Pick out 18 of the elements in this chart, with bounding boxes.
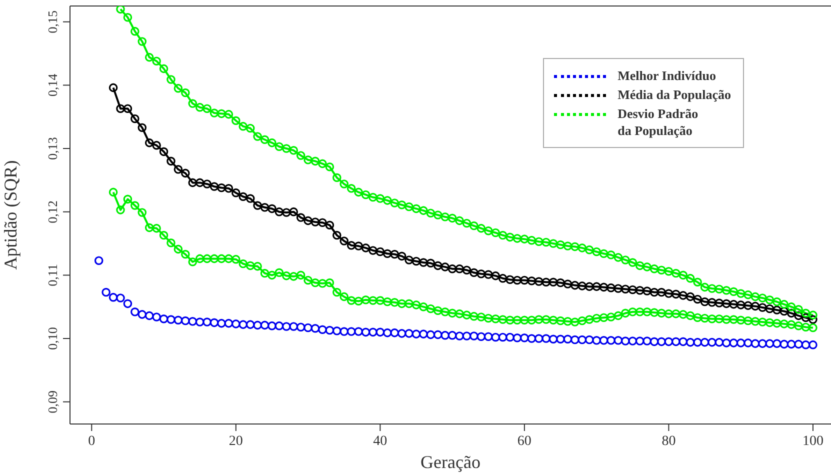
- x-tick-label: 20: [228, 434, 243, 449]
- y-axis-title: Aptidão (SQR): [0, 160, 20, 270]
- x-tick-label: 80: [662, 434, 676, 449]
- y-tick-label: 0,10: [45, 327, 60, 350]
- x-tick-label: 60: [517, 434, 532, 449]
- x-axis-title: Geração: [420, 452, 480, 472]
- x-tick-label: 0: [88, 434, 96, 449]
- y-tick-label: 0,11: [45, 264, 60, 286]
- legend-label: Desvio Padrão da População: [618, 105, 698, 139]
- x-tick-label: 100: [802, 434, 824, 449]
- y-tick-label: 0,13: [45, 137, 60, 160]
- y-tick-label: 0,15: [45, 10, 60, 34]
- y-tick-label: 0,14: [45, 73, 60, 97]
- x-tick-label: 40: [373, 434, 388, 449]
- y-tick-label: 0,12: [45, 200, 60, 224]
- legend-label: Média da População: [618, 86, 731, 103]
- legend-label: Melhor Indivíduo: [618, 67, 716, 84]
- y-tick-label: 0,09: [45, 390, 60, 414]
